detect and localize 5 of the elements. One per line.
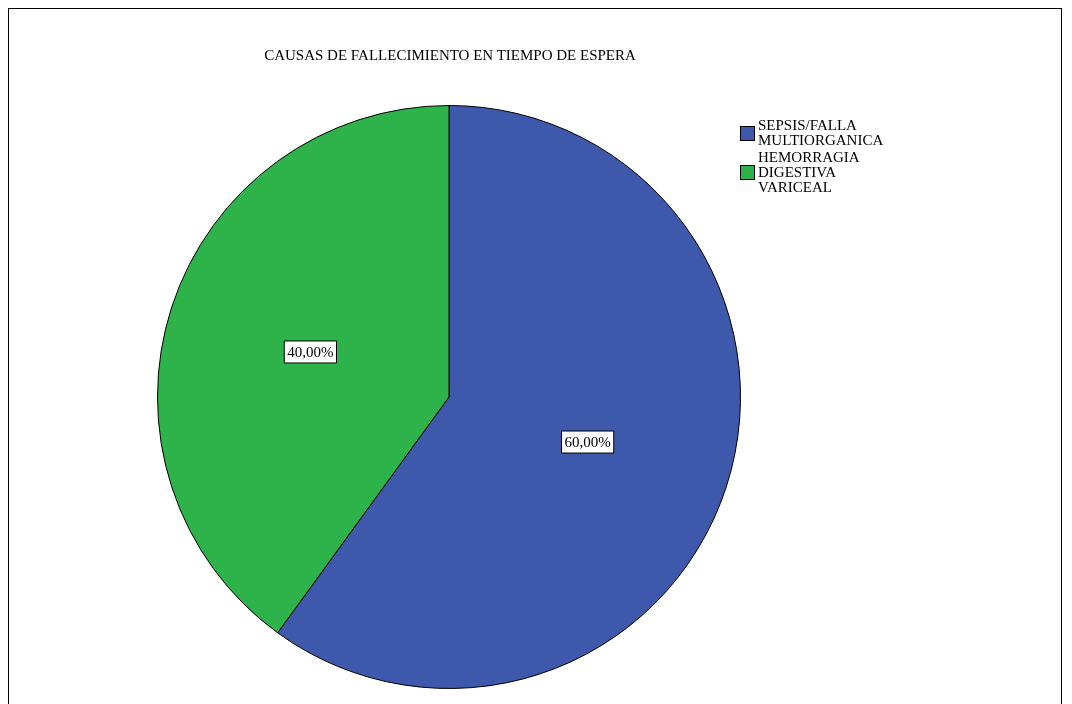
data-label: 40,00% — [287, 343, 334, 360]
legend-label: SEPSIS/FALLA MULTIORGANICA — [758, 117, 885, 148]
legend-label: HEMORRAGIA DIGESTIVA VARICEAL — [758, 149, 860, 195]
chart-title: CAUSAS DE FALLECIMIENTO EN TIEMPO DE ESPERA — [263, 47, 637, 64]
data-label: 60,00% — [564, 433, 611, 450]
